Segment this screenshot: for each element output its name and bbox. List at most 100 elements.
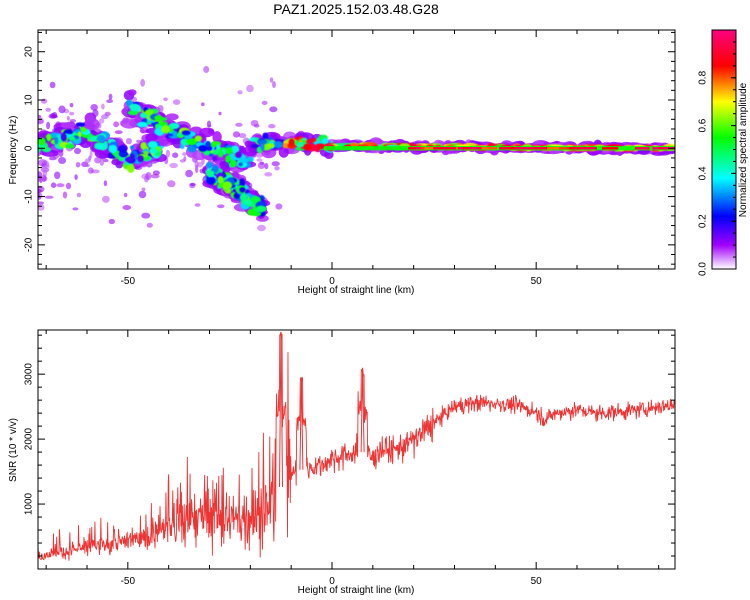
spectrogram-cell (46, 133, 52, 142)
spectrogram-speckle (194, 203, 201, 207)
spectrogram-speckle (87, 167, 94, 174)
spectrogram-speckle (114, 130, 123, 135)
spectrogram-speckle (69, 103, 74, 108)
spectrogram-speckle (90, 104, 98, 111)
snr-y-tick-label: 1000 (24, 492, 35, 515)
spectrogram-speckle (38, 117, 44, 124)
spectrogram-speckle (238, 133, 247, 139)
spectrogram-speckle (84, 158, 91, 163)
spectrogram-speckle (94, 157, 101, 164)
spectrogram-speckle (69, 111, 75, 116)
spectrogram-cell (222, 181, 233, 190)
spectrogram-speckle (38, 201, 44, 205)
spectrogram-cell (149, 148, 158, 154)
spectrogram-speckle (65, 182, 72, 190)
snr-spike (279, 331, 283, 488)
spectrogram-peak-segment (473, 147, 488, 150)
spectrogram-y-tick-label: 0 (24, 145, 35, 151)
snr-x-tick-label: 0 (329, 576, 335, 587)
snr-panel: -50 0 50 1000 2000 3000 Height of straight li… (8, 329, 676, 596)
spectrogram-cell (184, 135, 193, 140)
spectrogram-speckle (58, 105, 66, 114)
spectrogram-y-tick-label: 20 (24, 46, 35, 58)
spectrogram-x-axis-label: Height of straight line (km) (298, 285, 415, 296)
spectrogram-peak-segment (415, 147, 423, 150)
spectrogram-cell (239, 178, 246, 188)
spectrogram-speckle (257, 224, 266, 232)
spectrogram-speckle (99, 158, 105, 166)
spectrogram-speckle (165, 149, 170, 158)
spectrogram-speckle (74, 174, 78, 180)
spectrogram-cell (315, 143, 326, 150)
spectrogram-cell (216, 144, 221, 150)
spectrogram-speckle (264, 162, 269, 170)
spectrogram-ticks: -50 0 50 -20 -10 0 10 20 (24, 30, 675, 287)
spectrogram-cell (143, 150, 148, 155)
spectrogram-cell (54, 136, 59, 145)
spectrogram-speckle (45, 107, 51, 112)
spectrogram-cell (229, 159, 237, 168)
spectrogram-panel: -50 0 50 -20 -10 0 10 20 Height of straight lin… (8, 29, 676, 296)
spectrogram-speckle (54, 171, 61, 180)
spectrogram-speckle (261, 100, 268, 105)
spectrogram-y-axis-label: Frequency (Hz) (8, 116, 19, 185)
spectrogram-cell (38, 145, 41, 153)
spectrogram-speckle (179, 159, 186, 163)
spectrogram-speckle (145, 172, 152, 180)
spectrogram-speckle (141, 187, 146, 192)
spectrogram-cell (144, 109, 154, 116)
spectrogram-speckle (72, 207, 79, 211)
spectrogram-cell (205, 141, 211, 148)
spectrogram-speckle (237, 90, 243, 95)
spectrogram-speckle (272, 81, 276, 89)
snr-y-tick-label: 3000 (24, 363, 35, 386)
spectrogram-speckle (167, 180, 176, 188)
spectrogram-speckle (103, 158, 109, 163)
spectrogram-cell (168, 122, 180, 130)
spectrogram-speckle (182, 152, 187, 156)
spectrogram-speckle (45, 195, 54, 199)
spectrogram-cell (126, 99, 133, 106)
snr-y-tick-label: 2000 (24, 428, 35, 451)
spectrogram-speckle (259, 161, 265, 165)
spectrogram-cell (225, 147, 233, 155)
snr-spike (299, 377, 304, 470)
spectrogram-cell (267, 143, 275, 149)
spectrogram-peak-segment (408, 147, 417, 150)
spectrogram-speckle (113, 121, 119, 128)
spectrogram-speckle (108, 93, 113, 101)
spectrogram-peak-segment (652, 147, 659, 150)
spectrogram-speckle (66, 116, 70, 121)
spectrogram-cell (288, 138, 295, 147)
colorbar-tick-label: 0.8 (698, 70, 709, 84)
spectrogram-cell (129, 153, 135, 161)
spectrogram-cell (198, 145, 208, 152)
spectrogram-cell (68, 136, 76, 142)
spectrogram-cell (158, 135, 170, 146)
spectrogram-cell (38, 137, 46, 146)
spectrogram-speckle (269, 77, 274, 83)
snr-x-tick-label: -50 (121, 576, 136, 587)
spectrogram-speckle (56, 183, 65, 188)
spectrogram-speckle (269, 106, 278, 113)
spectrogram-cell (217, 176, 224, 184)
spectrogram-peak-segment (642, 147, 650, 150)
spectrogram-speckle (49, 81, 56, 89)
spectrogram-cell (252, 211, 262, 217)
spectrogram-x-tick-label: -50 (121, 276, 136, 287)
spectrogram-speckle (108, 218, 116, 225)
spectrogram-cell (75, 122, 86, 127)
spectrogram-speckle (125, 138, 132, 145)
spectrogram-speckle (103, 180, 108, 187)
spectrogram-cell (161, 125, 171, 134)
spectrogram-cell (65, 143, 75, 149)
spectrogram-peak-segment (516, 147, 533, 150)
spectrogram-cell (83, 118, 100, 131)
spectrogram-cell (61, 133, 67, 141)
spectrogram-cell (172, 130, 178, 136)
spectrogram-peak-segment (634, 147, 648, 150)
spectrogram-cell (212, 156, 218, 161)
colorbar-gradient (712, 30, 736, 269)
spectrogram-speckle (41, 98, 48, 104)
spectrogram-speckle (152, 170, 160, 176)
